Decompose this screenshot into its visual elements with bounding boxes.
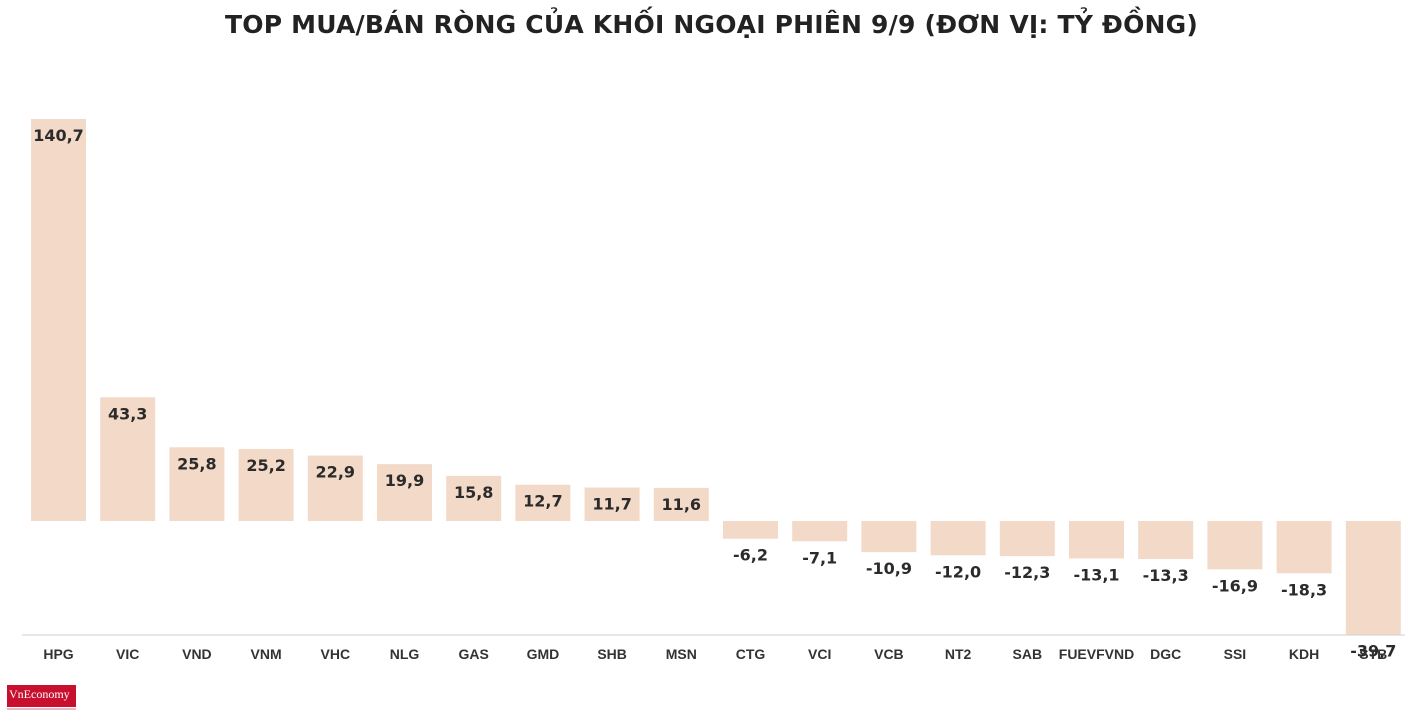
- data-label-sab: -12,3: [1004, 563, 1050, 582]
- bar-vic: [100, 397, 156, 521]
- data-label-gmd: 12,7: [523, 492, 562, 511]
- x-tick-label-vnd: VND: [182, 646, 212, 662]
- x-tick-label-msn: MSN: [666, 646, 697, 662]
- x-tick-label-shb: SHB: [597, 646, 627, 662]
- data-label-ssi: -16,9: [1212, 576, 1258, 595]
- bar-kdh: [1276, 521, 1332, 574]
- bar-gas: [446, 475, 502, 521]
- x-tick-label-vhc: VHC: [321, 646, 351, 662]
- bar-stb: [1345, 521, 1401, 635]
- x-tick-label-hpg: HPG: [43, 646, 73, 662]
- bar-hpg: [31, 119, 86, 521]
- chart-title: TOP MUA/BÁN RÒNG CỦA KHỐI NGOẠI PHIÊN 9/…: [225, 10, 1198, 39]
- x-tick-label-nt2: NT2: [945, 646, 972, 662]
- bar-vcb: [861, 521, 917, 553]
- x-tick-label-ctg: CTG: [736, 646, 766, 662]
- data-label-vhc: 22,9: [316, 463, 355, 482]
- bar-vnm: [238, 449, 294, 521]
- x-tick-label-vnm: VNM: [251, 646, 282, 662]
- bar-sab: [999, 521, 1055, 557]
- data-label-ctg: -6,2: [733, 546, 768, 565]
- bar-shb: [584, 487, 640, 521]
- bar-msn: [653, 487, 709, 521]
- x-tick-label-vci: VCI: [808, 646, 831, 662]
- data-label-kdh: -18,3: [1281, 580, 1327, 599]
- x-tick-label-nlg: NLG: [390, 646, 420, 662]
- bar-dgc: [1138, 521, 1194, 559]
- data-label-nt2: -12,0: [935, 562, 981, 581]
- bar-ssi: [1207, 521, 1263, 570]
- bar-gmd: [515, 484, 571, 521]
- data-label-vci: -7,1: [802, 548, 837, 567]
- x-tick-label-kdh: KDH: [1289, 646, 1319, 662]
- logo-underline: [7, 708, 76, 710]
- x-tick-label-dgc: DGC: [1150, 646, 1181, 662]
- data-label-nlg: 19,9: [385, 471, 424, 490]
- bar-ctg: [723, 521, 778, 539]
- data-label-gas: 15,8: [454, 483, 493, 502]
- bar-fuevfvnd: [1069, 521, 1124, 559]
- data-label-vcb: -10,9: [866, 559, 912, 578]
- x-tick-label-fuevfvnd: FUEVFVND: [1059, 646, 1134, 662]
- x-tick-label-gmd: GMD: [527, 646, 560, 662]
- x-tick-label-stb: STB: [1359, 646, 1387, 662]
- bar-vhc: [307, 455, 363, 521]
- data-label-shb: 11,7: [592, 495, 631, 514]
- data-label-vic: 43,3: [108, 404, 147, 423]
- data-label-fuevfvnd: -13,1: [1073, 565, 1119, 584]
- x-tick-label-vic: VIC: [116, 646, 139, 662]
- bar-nlg: [377, 464, 432, 521]
- bar-nt2: [930, 521, 986, 556]
- x-tick-label-sab: SAB: [1013, 646, 1043, 662]
- data-label-dgc: -13,3: [1143, 566, 1189, 585]
- x-tick-label-gas: GAS: [459, 646, 489, 662]
- data-label-stb: -39,7: [1350, 641, 1396, 660]
- data-label-msn: 11,6: [662, 495, 701, 514]
- x-tick-label-ssi: SSI: [1224, 646, 1247, 662]
- vneconomy-logo: VnEconomy: [7, 685, 76, 707]
- bar-vnd: [169, 447, 225, 521]
- data-label-vnm: 25,2: [246, 456, 285, 475]
- x-tick-label-vcb: VCB: [874, 646, 904, 662]
- bar-vci: [792, 521, 848, 542]
- data-label-hpg: 140,7: [33, 126, 84, 145]
- data-label-vnd: 25,8: [177, 454, 216, 473]
